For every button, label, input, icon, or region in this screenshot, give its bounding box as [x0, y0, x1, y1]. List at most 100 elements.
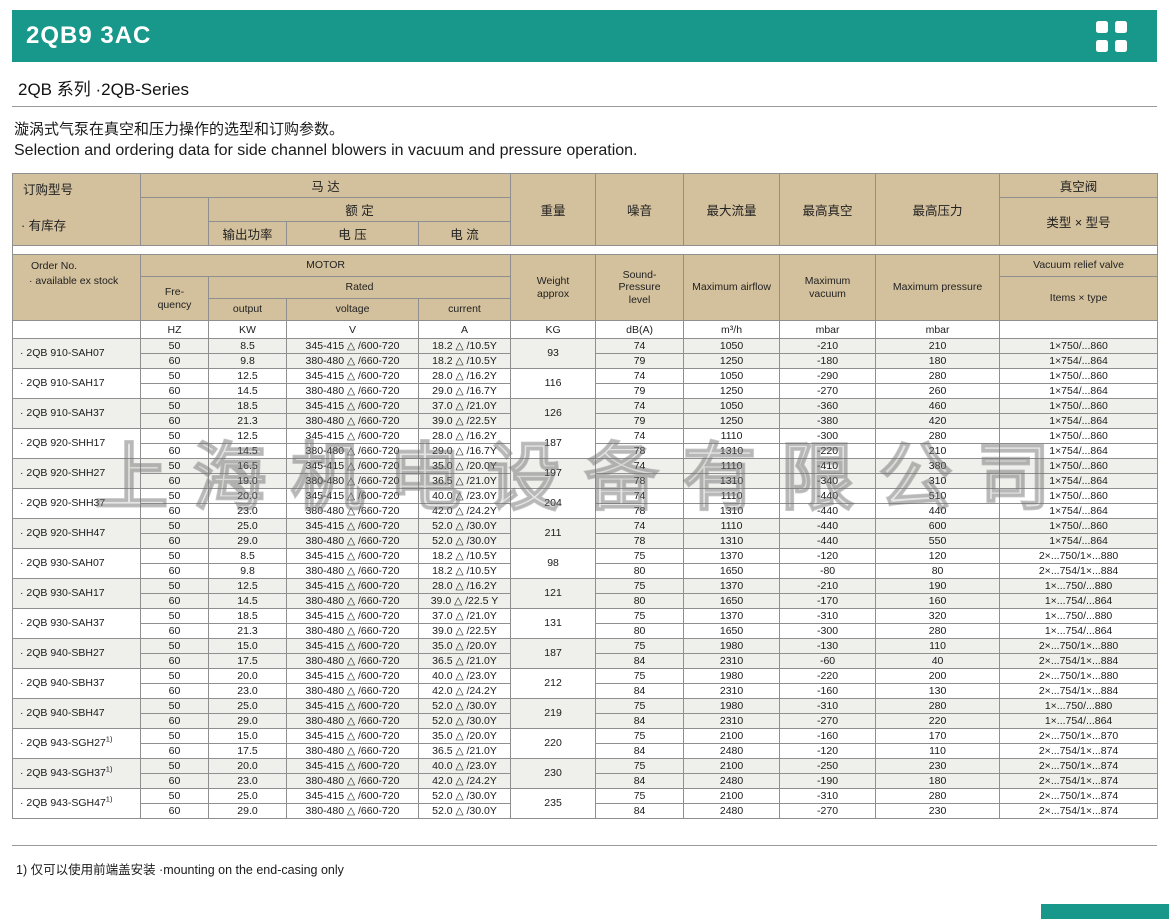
spec-row: · 2QB 910-SAH17 50 12.5 345-415 △ /600-720 2…: [12, 368, 1159, 399]
cell-valve: 2×...754/1×...884: [999, 563, 1159, 579]
cell-frequency: 50: [140, 668, 209, 684]
cell-voltage: 345-415 △ /600-720: [286, 548, 419, 564]
cell-voltage: 345-415 △ /600-720: [286, 458, 419, 474]
cell-output-power: 25.0: [208, 788, 287, 804]
cell-noise: 84: [595, 683, 685, 699]
cell-weight: 197: [510, 458, 597, 489]
cell-voltage: 380-480 △ /660-720: [286, 443, 419, 459]
spec-row: 60 21.3 380-480 △ /660-720 39.0 △ /22.5Y 80 1…: [13, 623, 1159, 639]
cell-noise: 80: [595, 623, 685, 639]
cell-pressure: 200: [875, 668, 1001, 684]
cell-vacuum: -270: [779, 383, 877, 399]
cell-noise: 78: [595, 473, 685, 489]
cell-valve: 1×750/...860: [999, 518, 1159, 534]
cell-voltage: 345-415 △ /600-720: [286, 428, 419, 444]
cell-current: 52.0 △ /30.0Y: [417, 713, 512, 729]
cell-noise: 84: [595, 743, 685, 759]
cell-weight: 98: [510, 548, 597, 579]
cell-current: 39.0 △ /22.5Y: [417, 413, 512, 429]
cell-airflow: 1110: [683, 488, 781, 504]
cell-current: 39.0 △ /22.5Y: [417, 623, 512, 639]
cell-noise: 75: [595, 638, 685, 654]
cell-valve: 2×...754/1×...874: [999, 743, 1159, 759]
spec-row: · 2QB 930-SAH17 50 12.5 345-415 △ /600-720 2…: [12, 578, 1159, 609]
cell-output-power: 23.0: [208, 683, 287, 699]
order-label-en: Order No.: [31, 260, 78, 272]
cell-voltage: 345-415 △ /600-720: [286, 488, 419, 504]
corner-bar: [1041, 904, 1169, 919]
cell-airflow: 2100: [683, 728, 781, 744]
order-no-cell: · 2QB 943-SGH371): [12, 758, 141, 789]
cell-noise: 75: [595, 548, 685, 564]
cell-current: 39.0 △ /22.5 Y: [417, 593, 512, 609]
cell-weight: 131: [510, 608, 597, 639]
cell-output-power: 8.5: [208, 548, 287, 564]
cell-frequency: 50: [140, 578, 209, 594]
cell-current: 18.2 △ /10.5Y: [417, 563, 512, 579]
cell-frequency: 60: [140, 473, 209, 489]
cell-voltage: 345-415 △ /600-720: [286, 578, 419, 594]
dot-icon: [1096, 20, 1108, 33]
cell-vacuum: -310: [779, 788, 877, 804]
cell-pressure: 110: [875, 638, 1001, 654]
order-no-cell: · 2QB 920-SHH17: [12, 428, 141, 459]
cell-vacuum: -440: [779, 488, 877, 504]
valve-header-en: Vacuum relief valve: [999, 254, 1159, 277]
cell-vacuum: -220: [779, 443, 877, 459]
cell-frequency: 50: [140, 698, 209, 714]
cell-current: 18.2 △ /10.5Y: [417, 353, 512, 369]
cell-valve: 1×...754/...864: [999, 623, 1159, 639]
cell-vacuum: -270: [779, 713, 877, 729]
cell-vacuum: -160: [779, 728, 877, 744]
cell-frequency: 50: [140, 728, 209, 744]
cell-pressure: 120: [875, 548, 1001, 564]
cell-valve: 1×754/...864: [999, 473, 1159, 489]
footnote: 1) 仅可以使用前端盖安装 ·mounting on the end-casin…: [16, 863, 344, 877]
cell-frequency: 50: [140, 488, 209, 504]
cell-vacuum: -310: [779, 698, 877, 714]
cell-weight: 93: [510, 338, 597, 369]
cell-current: 28.0 △ /16.2Y: [417, 368, 512, 384]
cell-frequency: 50: [140, 608, 209, 624]
output-header-cn: 输出功率: [208, 221, 287, 246]
cell-voltage: 345-415 △ /600-720: [286, 608, 419, 624]
cell-noise: 74: [595, 488, 685, 504]
order-no-cell: · 2QB 930-SAH07: [12, 548, 141, 579]
cell-valve: 1×...754/...864: [999, 713, 1159, 729]
cell-frequency: 60: [140, 653, 209, 669]
cell-vacuum: -160: [779, 683, 877, 699]
cell-voltage: 345-415 △ /600-720: [286, 638, 419, 654]
cell-pressure: 110: [875, 743, 1001, 759]
cell-voltage: 345-415 △ /600-720: [286, 788, 419, 804]
cell-airflow: 1310: [683, 503, 781, 519]
cell-valve: 2×...754/1×...874: [999, 803, 1159, 819]
spec-row: 60 9.8 380-480 △ /660-720 18.2 △ /10.5Y 79 12…: [13, 353, 1159, 369]
en-header-row-1: Order No. · available ex stock MOTOR Wei…: [12, 254, 1159, 321]
output-header-en: output: [208, 298, 287, 321]
cell-valve: 1×754/...864: [999, 503, 1159, 519]
cell-airflow: 1110: [683, 518, 781, 534]
cell-frequency: 50: [140, 428, 209, 444]
cell-voltage: 345-415 △ /600-720: [286, 728, 419, 744]
cell-airflow: 2480: [683, 743, 781, 759]
order-no-cell: · 2QB 910-SAH07: [12, 338, 141, 369]
cell-voltage: 380-480 △ /660-720: [286, 503, 419, 519]
catalog-page: 2QB9 3AC 2QB 系列 ·2QB-Series 漩涡式气泵在真空和压力操…: [12, 10, 1159, 877]
cell-current: 42.0 △ /24.2Y: [417, 683, 512, 699]
cell-weight: 126: [510, 398, 597, 429]
cell-frequency: 60: [140, 803, 209, 819]
cell-pressure: 440: [875, 503, 1001, 519]
cell-output-power: 14.5: [208, 593, 287, 609]
cell-pressure: 170: [875, 728, 1001, 744]
order-no-cell: · 2QB 943-SGH271): [12, 728, 141, 759]
cell-frequency: 60: [140, 623, 209, 639]
cell-vacuum: -440: [779, 503, 877, 519]
cell-pressure: 210: [875, 338, 1001, 354]
cell-vacuum: -120: [779, 548, 877, 564]
cell-voltage: 380-480 △ /660-720: [286, 653, 419, 669]
divider-rule: [12, 106, 1157, 107]
cell-airflow: 1050: [683, 368, 781, 384]
cell-valve: 1×...754/...864: [999, 593, 1159, 609]
cell-current: 52.0 △ /30.0Y: [417, 533, 512, 549]
dot-icon: [1096, 39, 1108, 52]
